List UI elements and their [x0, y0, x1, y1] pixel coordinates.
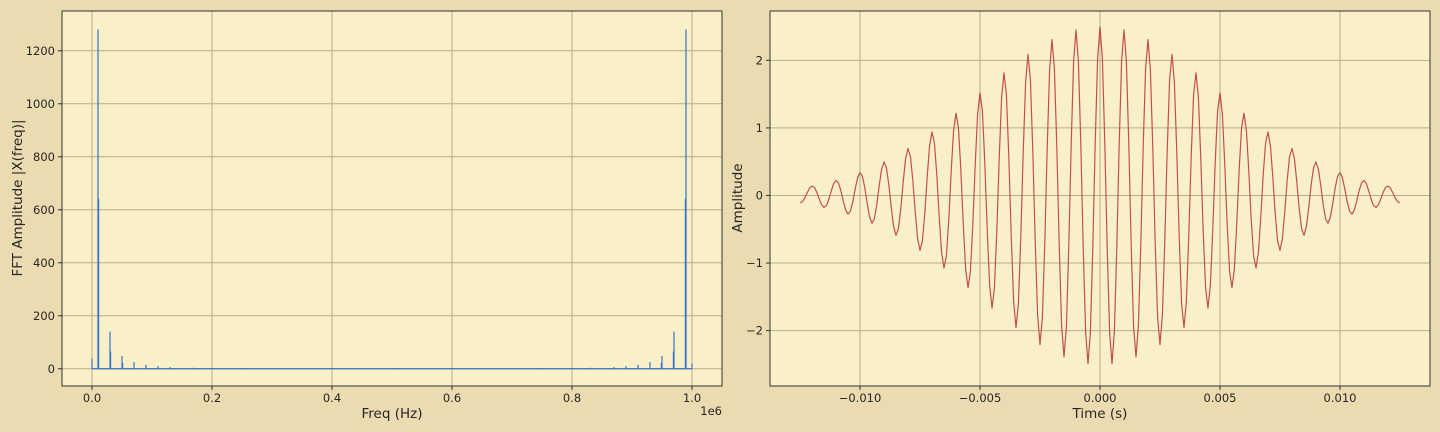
time-x-tick-label: −0.005	[959, 391, 1002, 405]
time-panel: −0.010 −0.005 0.000 0.005 0.010 −2 −1 0 1 2 Time…	[730, 10, 1431, 422]
time-y-tick-label: −2	[746, 324, 763, 338]
fft-x-axis-label: Freq (Hz)	[362, 406, 423, 422]
fft-x-ticks: 0.0 0.2 0.4 0.6 0.8 1.0	[83, 386, 701, 405]
fft-x-tick-label: 1.0	[683, 391, 701, 405]
time-y-tick-label: −1	[746, 256, 763, 270]
fft-y-tick-label: 600	[33, 203, 55, 217]
time-series	[799, 25, 1401, 365]
fft-y-ticks: 0 200 400 600 800 1000 1200	[26, 44, 62, 376]
fft-y-tick-label: 400	[33, 256, 55, 270]
time-grid	[770, 11, 1430, 386]
time-x-tick-label: 0.000	[1084, 391, 1117, 405]
fft-x-tick-label: 0.4	[323, 391, 341, 405]
fft-y-tick-label: 1000	[26, 97, 55, 111]
fft-y-tick-label: 1200	[26, 44, 55, 58]
time-y-tick-label: 0	[756, 188, 763, 202]
time-signal-line	[799, 25, 1401, 365]
fft-y-tick-label: 200	[33, 309, 55, 323]
time-y-ticks: −2 −1 0 1 2	[746, 53, 770, 338]
fft-x-tick-label: 0.0	[83, 391, 101, 405]
time-x-tick-label: 0.010	[1324, 391, 1357, 405]
fft-series	[91, 29, 693, 370]
fft-y-axis-label: FFT Amplitude |X(freq)|	[10, 119, 26, 276]
fft-plot-frame	[61, 10, 723, 387]
time-y-axis-label: Amplitude	[730, 163, 746, 232]
fft-x-offset-label: 1e6	[700, 404, 722, 418]
fft-panel: 0.0 0.2 0.4 0.6 0.8 1.0 0 200 400 600 800 1000 1200…	[10, 10, 723, 422]
time-x-axis-label: Time (s)	[1072, 406, 1128, 422]
time-x-tick-label: 0.005	[1204, 391, 1237, 405]
time-x-tick-label: −0.010	[839, 391, 882, 405]
fft-plot-area	[62, 11, 722, 386]
fft-x-tick-label: 0.8	[563, 391, 581, 405]
fft-y-tick-label: 800	[33, 150, 55, 164]
time-y-tick-label: 1	[756, 121, 763, 135]
time-x-ticks: −0.010 −0.005 0.000 0.005 0.010	[839, 386, 1357, 405]
fft-y-tick-label: 0	[48, 362, 55, 376]
fft-x-tick-label: 0.2	[203, 391, 221, 405]
time-y-tick-label: 2	[756, 53, 763, 67]
fft-x-tick-label: 0.6	[443, 391, 461, 405]
